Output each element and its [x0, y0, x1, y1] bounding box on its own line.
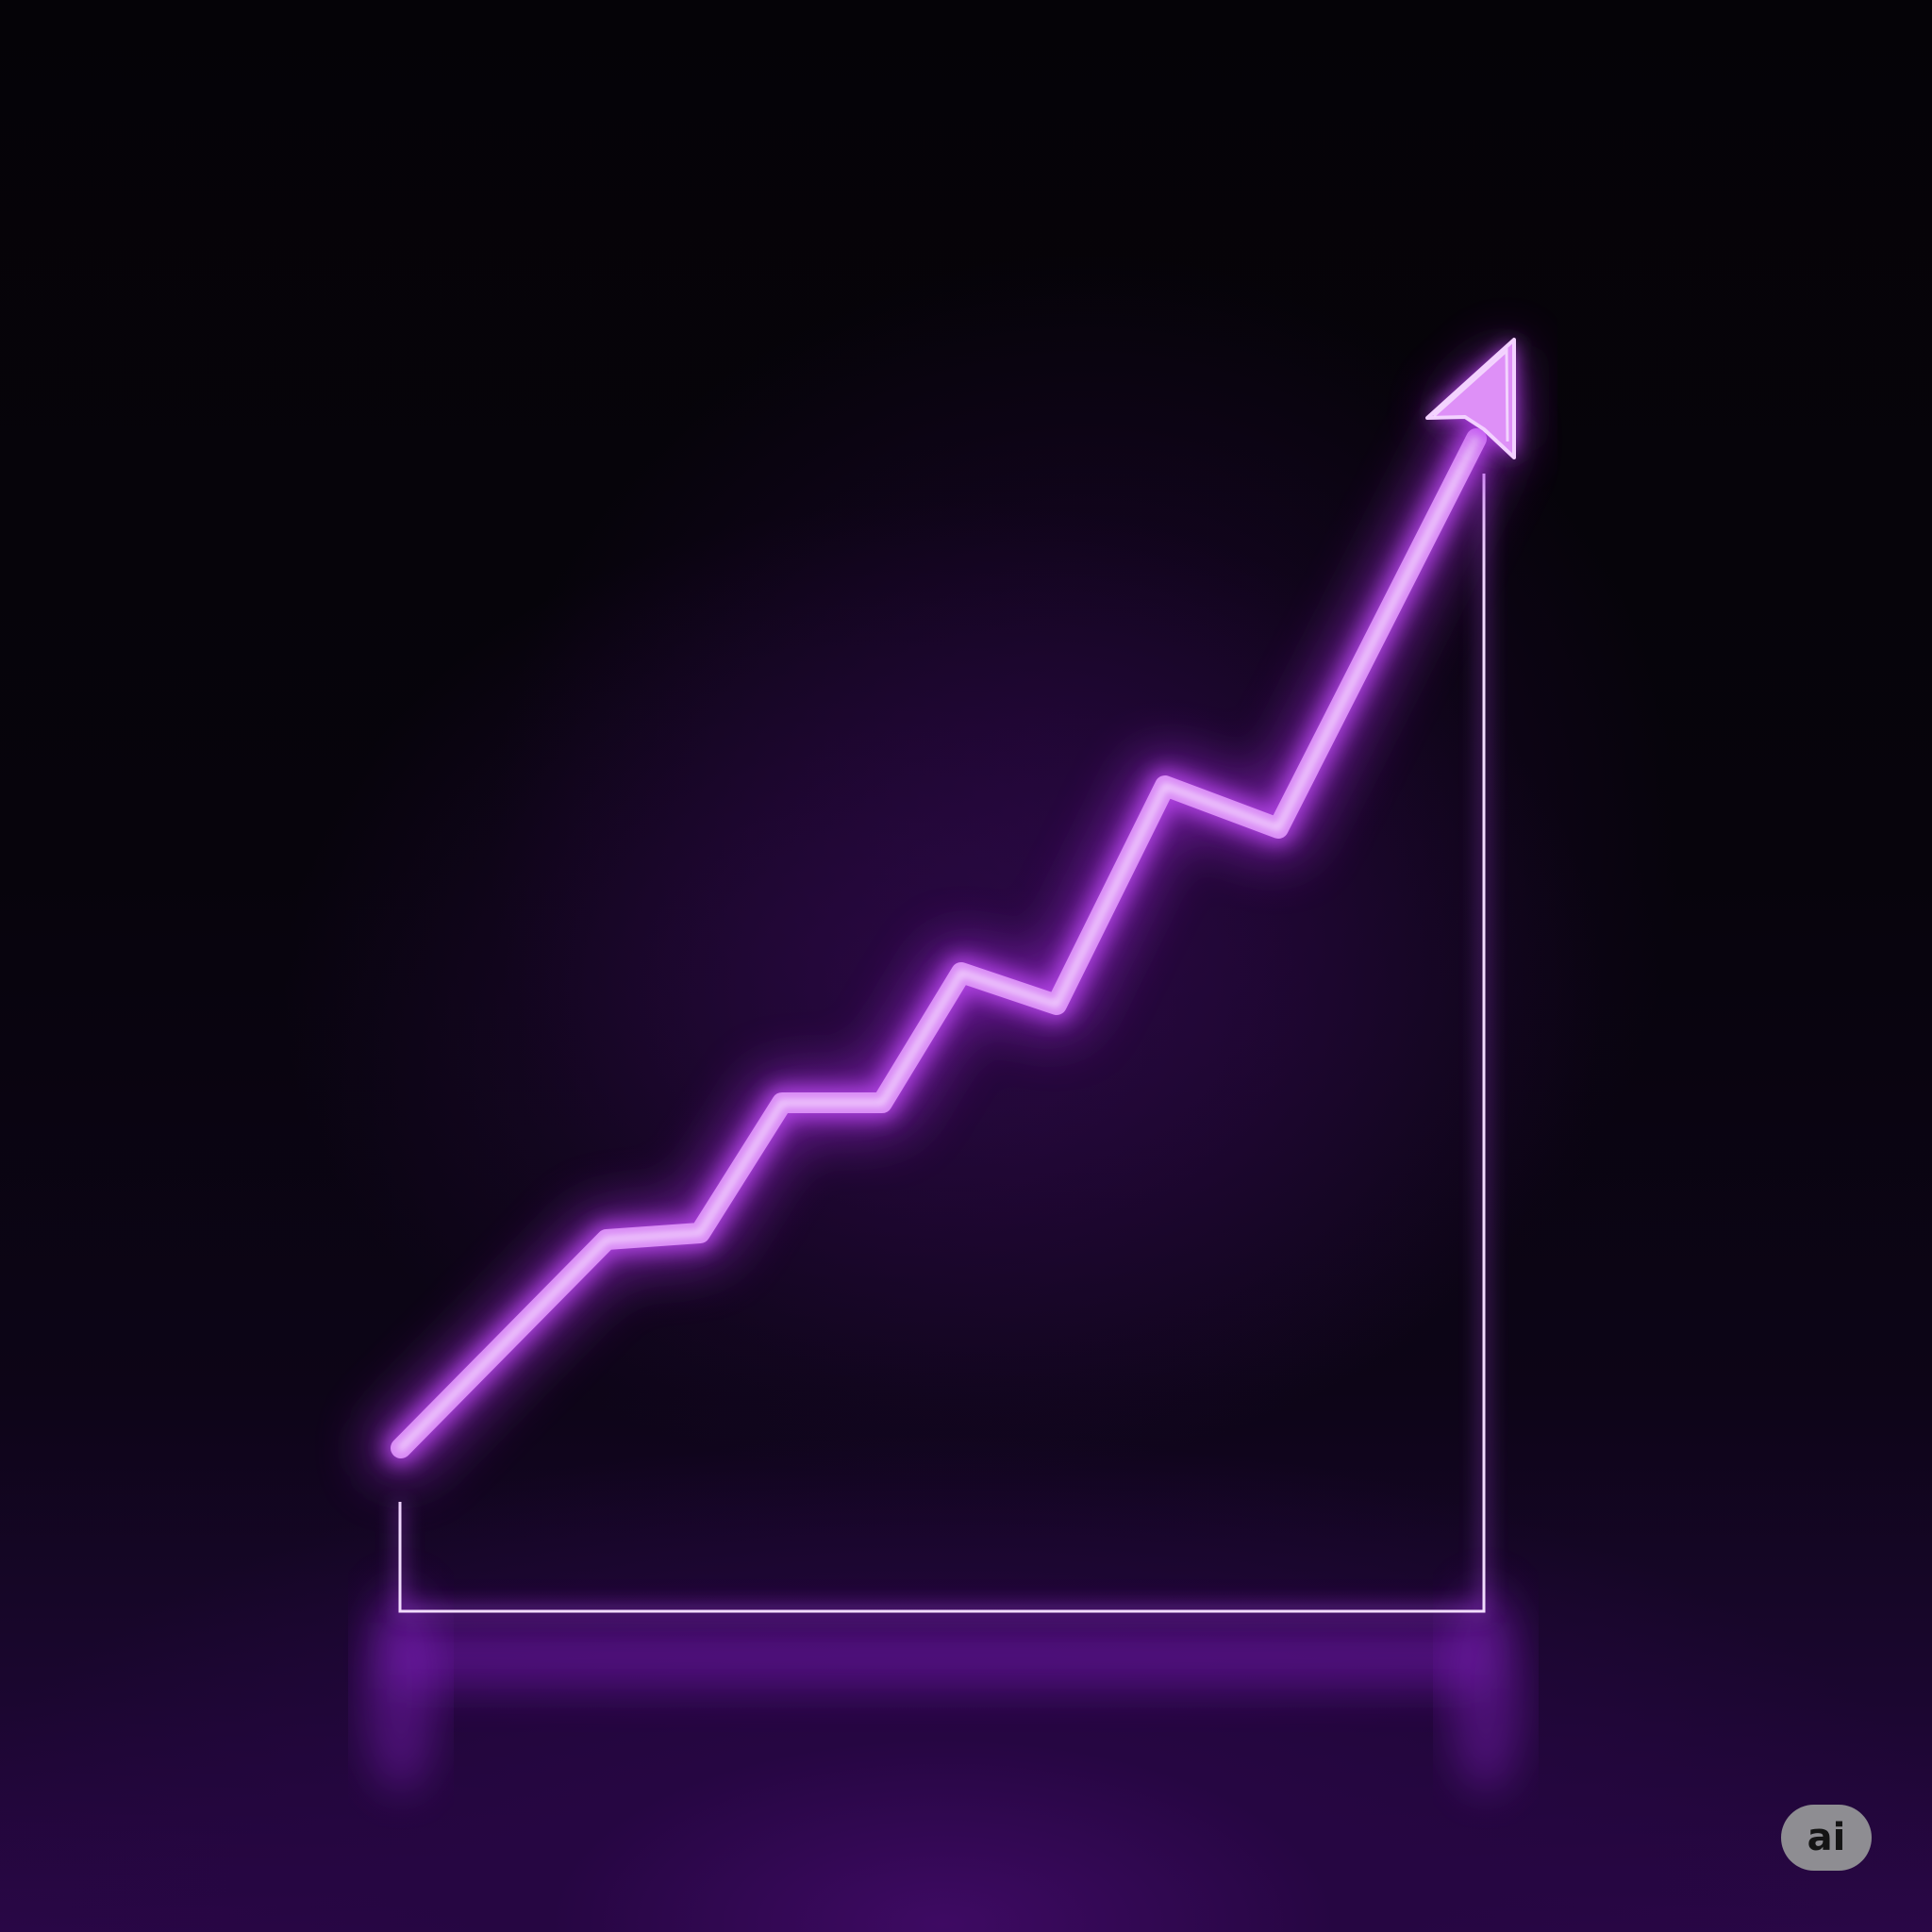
ai-watermark-badge: ai — [1781, 1805, 1872, 1871]
trend-line — [368, 338, 1516, 1481]
chart-axes — [396, 474, 1488, 1615]
floor-reflection — [363, 1585, 1524, 1792]
up-arrow-icon — [1425, 338, 1516, 459]
